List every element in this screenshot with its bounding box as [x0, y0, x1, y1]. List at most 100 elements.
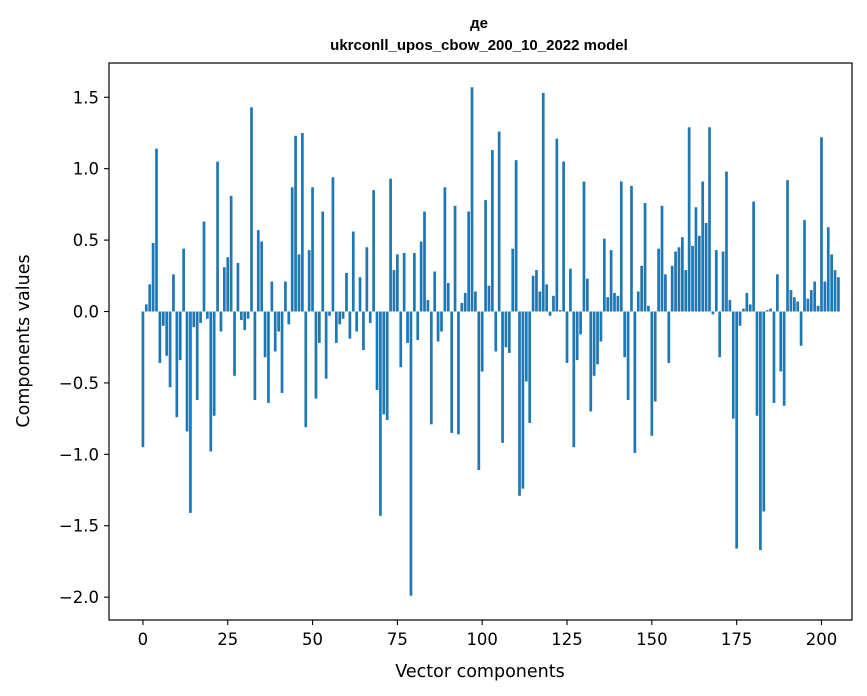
- bar-110: [514, 160, 518, 312]
- bar-108: [507, 311, 511, 353]
- bar-128: [575, 311, 579, 361]
- bar-164: [697, 235, 701, 312]
- bar-31: [246, 311, 250, 319]
- bar-201: [823, 281, 827, 312]
- bar-205: [837, 277, 840, 312]
- bar-90: [446, 282, 450, 312]
- bar-199: [816, 305, 820, 312]
- bar-61: [348, 311, 352, 339]
- bar-94: [460, 302, 464, 312]
- bar-123: [558, 310, 562, 312]
- bar-101: [484, 200, 487, 312]
- bar-173: [728, 300, 732, 312]
- bar-28: [236, 262, 240, 312]
- bar-203: [830, 254, 833, 312]
- bar-121: [552, 295, 555, 312]
- bar-106: [501, 311, 504, 443]
- bar-36: [263, 311, 267, 358]
- x-axis-ticks: 0 25 50 75 100 125 150 175 200: [138, 620, 837, 649]
- bar-137: [606, 297, 610, 312]
- bar-149: [647, 305, 650, 312]
- bar-42: [284, 281, 287, 312]
- bars-group: [141, 87, 840, 596]
- bar-2: [148, 284, 152, 312]
- bar-189: [782, 311, 786, 406]
- bar-176: [738, 311, 742, 326]
- bar-17: [199, 311, 202, 323]
- bar-10: [175, 311, 179, 418]
- x-tick-label: 175: [721, 630, 753, 649]
- bar-93: [457, 311, 460, 435]
- bar-5: [158, 311, 162, 363]
- bar-196: [806, 298, 810, 312]
- bar-8: [168, 311, 172, 388]
- bar-89: [443, 187, 447, 312]
- bar-38: [270, 281, 274, 312]
- y-axis-label: Components values: [14, 254, 34, 427]
- bar-47: [301, 132, 304, 312]
- bar-155: [667, 311, 671, 363]
- y-tick-label: −1.0: [59, 445, 99, 464]
- bar-127: [572, 311, 576, 448]
- bar-174: [731, 311, 735, 419]
- bar-188: [779, 311, 783, 372]
- bar-163: [694, 207, 698, 312]
- bar-193: [796, 301, 800, 312]
- bar-194: [799, 311, 803, 346]
- bar-182: [759, 311, 762, 551]
- bar-119: [545, 284, 549, 312]
- bar-76: [399, 311, 403, 368]
- bar-197: [809, 290, 813, 312]
- bar-102: [487, 285, 491, 312]
- bar-185: [769, 308, 772, 312]
- bar-160: [684, 270, 688, 312]
- bar-140: [616, 295, 620, 312]
- bar-86: [433, 271, 437, 312]
- bar-52: [317, 311, 321, 343]
- bar-51: [314, 311, 318, 399]
- plot-frame: [108, 62, 853, 621]
- bar-82: [419, 241, 423, 312]
- bar-18: [202, 221, 206, 312]
- bar-7: [165, 311, 169, 356]
- bar-88: [440, 311, 443, 332]
- bar-122: [555, 138, 559, 312]
- bar-111: [518, 311, 521, 496]
- bar-68: [372, 190, 375, 312]
- bar-65: [362, 311, 365, 351]
- bar-175: [735, 311, 738, 549]
- bar-168: [711, 311, 715, 315]
- bar-54: [324, 311, 328, 379]
- bar-154: [664, 274, 667, 312]
- x-tick-label: 0: [138, 630, 149, 649]
- bar-87: [436, 311, 440, 342]
- bar-79: [409, 311, 413, 596]
- bar-63: [355, 311, 359, 332]
- bar-113: [524, 311, 528, 382]
- bar-9: [172, 274, 175, 312]
- bar-72: [385, 311, 389, 421]
- bar-62: [351, 231, 355, 312]
- bar-74: [392, 270, 396, 312]
- bar-26: [229, 195, 233, 312]
- bar-114: [528, 311, 532, 423]
- bar-83: [423, 211, 426, 312]
- bar-161: [687, 127, 691, 312]
- bar-129: [579, 311, 582, 335]
- bar-166: [704, 222, 708, 312]
- bar-92: [453, 205, 457, 312]
- bar-81: [416, 311, 420, 341]
- bar-1: [144, 304, 148, 312]
- y-tick-label: 1.0: [73, 160, 99, 179]
- bar-91: [450, 311, 454, 433]
- bar-23: [219, 311, 223, 332]
- bar-184: [765, 310, 769, 312]
- bar-171: [721, 251, 725, 312]
- bar-53: [321, 211, 325, 312]
- bar-190: [786, 180, 789, 312]
- bar-13: [185, 311, 189, 432]
- bar-71: [382, 311, 386, 415]
- x-tick-label: 100: [466, 630, 498, 649]
- bar-27: [233, 311, 236, 376]
- bar-165: [701, 181, 705, 312]
